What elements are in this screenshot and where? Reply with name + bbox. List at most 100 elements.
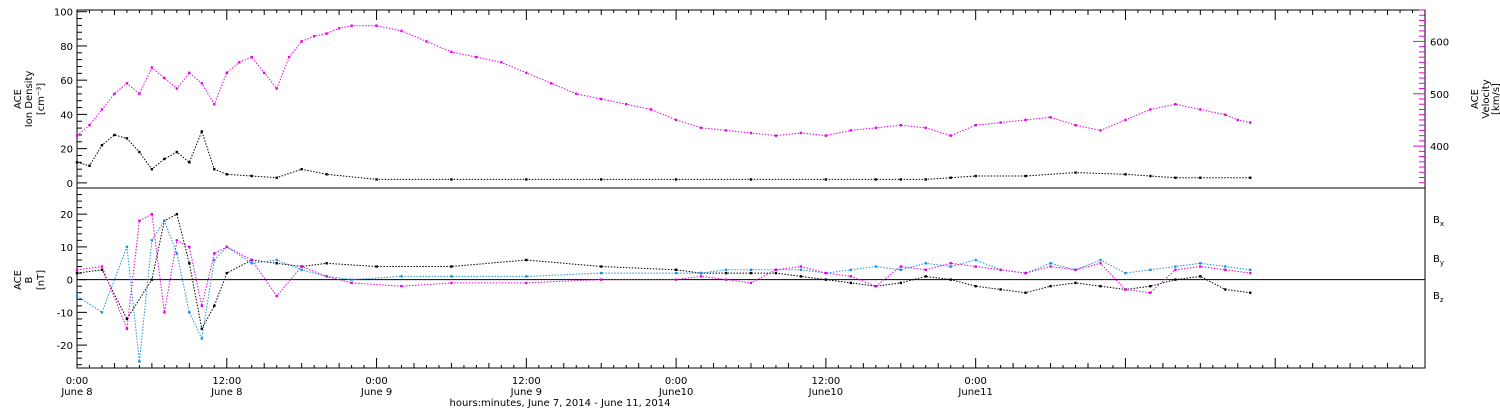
bz-point	[724, 278, 728, 281]
field-tick-label: -20	[57, 341, 73, 352]
velocity-point	[113, 92, 116, 95]
by-point	[1249, 268, 1252, 272]
bx-point	[799, 275, 803, 278]
velocity-point	[188, 71, 191, 75]
velocity-tick-label: 400	[1430, 142, 1449, 153]
density-point	[250, 174, 253, 178]
by-point	[600, 271, 603, 275]
by-point	[200, 337, 204, 340]
velocity-point	[699, 126, 703, 129]
bx-point	[1199, 275, 1202, 278]
time-tick-label: 0:00	[66, 376, 88, 387]
date-tick-label: June10	[658, 387, 694, 398]
by-trace	[76, 219, 1251, 362]
velocity-point	[649, 108, 653, 111]
velocity-point	[849, 129, 853, 132]
by-point	[175, 252, 179, 255]
bottom-series-group	[75, 212, 1252, 363]
by-point	[699, 271, 703, 275]
velocity-point	[375, 24, 378, 27]
density-point	[1174, 176, 1177, 179]
velocity-point	[674, 118, 678, 122]
by-point	[949, 265, 952, 268]
bz-point	[75, 268, 79, 272]
bz-series	[75, 212, 1252, 330]
bx-point	[974, 284, 977, 288]
velocity-point	[1049, 116, 1052, 119]
velocity-point	[600, 97, 603, 101]
density-label-line1: ACE	[13, 89, 24, 109]
velocity-trace	[76, 25, 1251, 137]
density-tick-label: 40	[60, 110, 73, 121]
date-tick-label: June 9	[360, 387, 392, 398]
density-point	[225, 173, 228, 176]
velocity-point	[138, 92, 141, 95]
density-point	[949, 176, 952, 179]
by-point	[525, 275, 528, 278]
bz-point	[774, 268, 778, 272]
by-point	[1049, 262, 1052, 265]
by-point	[100, 311, 104, 314]
density-label-line2: Ion Density	[24, 71, 35, 128]
time-tick-label: 0:00	[665, 376, 687, 387]
velocity-point	[1224, 113, 1227, 116]
velocity-label-line3: [km/s]	[1491, 83, 1500, 115]
bz-point	[188, 245, 191, 249]
velocity-point	[1174, 103, 1177, 106]
bx-point	[1099, 284, 1102, 288]
legend-entry-bx: Bx	[1433, 215, 1444, 228]
bz-point	[1149, 291, 1152, 294]
time-tick-label: 12:00	[811, 376, 840, 387]
velocity-label-line2: Velocity	[1481, 79, 1492, 118]
field-label-line1: ACE	[13, 270, 24, 290]
bx-point	[188, 262, 191, 265]
velocity-point	[225, 71, 228, 75]
by-point	[674, 271, 678, 275]
bx-trace	[76, 213, 1251, 331]
by-point	[450, 275, 453, 278]
field-tick-label: 20	[60, 210, 73, 221]
velocity-point	[475, 55, 478, 59]
by-point	[899, 268, 902, 272]
bz-trace	[76, 213, 1251, 329]
bz-point	[150, 212, 154, 216]
bx-point	[125, 317, 129, 321]
field-tick-label: 0	[67, 276, 73, 287]
bottom-panel-frame	[76, 187, 1426, 369]
legend: Bx By Bz	[1433, 215, 1444, 304]
field-label-line3: [nT]	[36, 270, 47, 290]
bx-point	[213, 304, 216, 308]
by-point	[749, 268, 753, 272]
bz-point	[1074, 268, 1077, 272]
bz-point	[163, 311, 166, 314]
bz-point	[1024, 271, 1027, 275]
time-tick-label: 0:00	[365, 376, 387, 387]
density-trace	[76, 130, 1251, 180]
velocity-point	[75, 134, 79, 137]
bz-point	[400, 284, 403, 288]
legend-entry-by: By	[1433, 254, 1444, 267]
velocity-point	[250, 55, 253, 59]
field-tick-label: -10	[57, 308, 73, 319]
velocity-series	[75, 24, 1252, 137]
bz-point	[200, 304, 204, 308]
bx-point	[749, 271, 753, 275]
velocity-point	[300, 40, 303, 43]
density-tick-label: 20	[60, 145, 73, 156]
density-velocity-panel: 0 20 40 60 80 100 400 500 600 ACE Ion Density […	[13, 8, 1500, 190]
velocity-point	[774, 134, 778, 137]
date-tick-label: June10	[808, 387, 844, 398]
bz-point	[1224, 268, 1227, 272]
by-point	[188, 311, 191, 314]
velocity-point	[163, 76, 166, 80]
bz-point	[250, 258, 253, 262]
legend-entry-bz: Bz	[1433, 291, 1444, 304]
density-tick-label: 100	[54, 8, 73, 19]
time-tick-label: 12:00	[512, 376, 541, 387]
bz-point	[138, 219, 141, 222]
velocity-point	[325, 32, 328, 35]
bx-point	[924, 275, 927, 278]
bz-point	[924, 268, 927, 272]
